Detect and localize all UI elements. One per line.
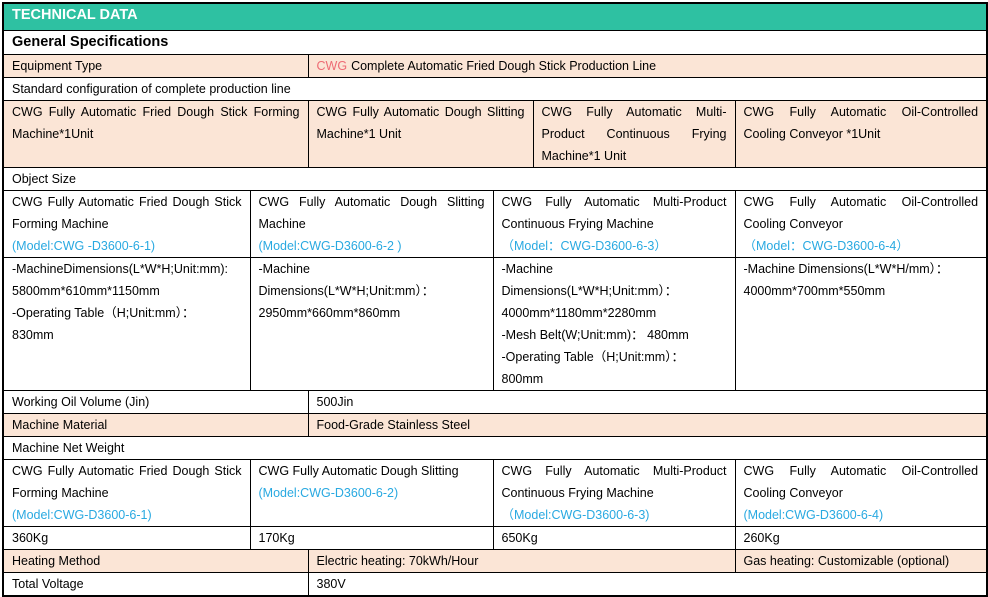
config-item-slitting-machine: CWG Fully Automatic Dough Slitting Machi… [307, 100, 534, 168]
machine-name: CWG Fully Automatic Oil-Controlled Cooli… [743, 195, 979, 231]
equipment-type-text: Complete Automatic Fried Dough Stick Pro… [351, 59, 657, 73]
total-voltage-label: Total Voltage [2, 572, 309, 597]
title-bar-row: TECHNICAL DATA [2, 2, 988, 31]
standard-configuration-header-row: Standard configuration of complete produ… [2, 77, 988, 101]
machine-material-label: Machine Material [2, 413, 309, 437]
dimensions-machine-3: -Machine Dimensions(L*W*H;Unit:mm）： 4000… [492, 257, 736, 391]
heating-method-gas: Gas heating: Customizable (optional) [734, 549, 988, 573]
object-size-header-row: Object Size [2, 167, 988, 191]
net-weight-machine-4: CWG Fully Automatic Oil-Controlled Cooli… [734, 459, 988, 527]
machine-model: （Model：CWG-D3600-6-3） [501, 239, 667, 253]
working-oil-volume-value: 500Jin [307, 390, 988, 414]
object-size-dimensions-row: -MachineDimensions(L*W*H;Unit:mm): 5800m… [2, 257, 988, 391]
working-oil-volume-row: Working Oil Volume (Jin) 500Jin [2, 390, 988, 414]
page-title: TECHNICAL DATA [2, 2, 988, 31]
net-weight-values-row: 360Kg 170Kg 650Kg 260Kg [2, 526, 988, 550]
dimensions-machine-4: -Machine Dimensions(L*W*H/mm）： 4000mm*70… [734, 257, 988, 391]
machine-name: CWG Fully Automatic Dough Slitting [258, 464, 459, 478]
standard-configuration-label: Standard configuration of complete produ… [2, 77, 988, 101]
equipment-type-value: CWG Complete Automatic Fried Dough Stick … [307, 54, 988, 78]
machine-model: (Model:CWG-D3600-6-2 ) [258, 239, 402, 253]
equipment-type-row: Equipment Type CWG Complete Automatic Fri… [2, 54, 988, 78]
object-size-label: Object Size [2, 167, 988, 191]
standard-configuration-items-row: CWG Fully Automatic Fried Dough Stick Fo… [2, 100, 988, 168]
net-weight-value-2: 170Kg [249, 526, 494, 550]
section-heading-general-specifications: General Specifications [2, 30, 988, 55]
machine-name: CWG Fully Automatic Multi-Product Contin… [501, 195, 727, 231]
machine-name: CWG Fully Automatic Fried Dough Stick Fo… [12, 464, 242, 500]
heating-method-label: Heating Method [2, 549, 309, 573]
net-weight-value-3: 650Kg [492, 526, 736, 550]
config-item-cooling-conveyor: CWG Fully Automatic Oil-Controlled Cooli… [734, 100, 988, 168]
machine-material-row: Machine Material Food-Grade Stainless St… [2, 413, 988, 437]
machine-model: (Model:CWG-D3600-6-1) [12, 508, 152, 522]
heating-method-electric: Electric heating: 70kWh/Hour [307, 549, 736, 573]
net-weight-machine-1: CWG Fully Automatic Fried Dough Stick Fo… [2, 459, 251, 527]
total-voltage-value: 380V [307, 572, 988, 597]
machine-model: (Model:CWG-D3600-6-4) [743, 508, 884, 522]
machine-model: （Model:CWG-D3600-6-3) [501, 508, 650, 522]
machine-name: CWG Fully Automatic Fried Dough Stick Fo… [12, 195, 242, 231]
object-size-machine-2: CWG Fully Automatic Dough Slitting Machi… [249, 190, 494, 258]
machine-material-value: Food-Grade Stainless Steel [307, 413, 988, 437]
net-weight-value-4: 260Kg [734, 526, 988, 550]
machine-model: （Model：CWG-D3600-6-4） [743, 239, 909, 253]
general-specifications-row: General Specifications [2, 30, 988, 55]
machine-net-weight-label: Machine Net Weight [2, 436, 988, 460]
object-size-machine-3: CWG Fully Automatic Multi-Product Contin… [492, 190, 736, 258]
total-voltage-row: Total Voltage 380V [2, 572, 988, 597]
net-weight-machine-2: CWG Fully Automatic Dough Slitting (Mode… [249, 459, 494, 527]
heating-method-row: Heating Method Electric heating: 70kWh/H… [2, 549, 988, 573]
equipment-type-label: Equipment Type [2, 54, 309, 78]
object-size-machine-names-row: CWG Fully Automatic Fried Dough Stick Fo… [2, 190, 988, 258]
machine-model: (Model:CWG-D3600-6-2) [258, 486, 399, 500]
machine-name: CWG Fully Automatic Dough Slitting Machi… [258, 195, 485, 231]
brand-text: CWG [316, 59, 348, 73]
object-size-machine-1: CWG Fully Automatic Fried Dough Stick Fo… [2, 190, 251, 258]
working-oil-volume-label: Working Oil Volume (Jin) [2, 390, 309, 414]
machine-model: (Model:CWG -D3600-6-1) [12, 239, 156, 253]
config-item-forming-machine: CWG Fully Automatic Fried Dough Stick Fo… [2, 100, 309, 168]
dimensions-machine-2: -Machine Dimensions(L*W*H;Unit:mm）： 2950… [249, 257, 494, 391]
machine-name: CWG Fully Automatic Oil-Controlled Cooli… [743, 464, 979, 500]
config-item-frying-machine: CWG Fully Automatic Multi-Product Contin… [532, 100, 736, 168]
dimensions-machine-1: -MachineDimensions(L*W*H;Unit:mm): 5800m… [2, 257, 251, 391]
net-weight-machine-names-row: CWG Fully Automatic Fried Dough Stick Fo… [2, 459, 988, 527]
net-weight-value-1: 360Kg [2, 526, 251, 550]
machine-net-weight-header-row: Machine Net Weight [2, 436, 988, 460]
machine-name: CWG Fully Automatic Multi-Product Contin… [501, 464, 727, 500]
object-size-machine-4: CWG Fully Automatic Oil-Controlled Cooli… [734, 190, 988, 258]
net-weight-machine-3: CWG Fully Automatic Multi-Product Contin… [492, 459, 736, 527]
